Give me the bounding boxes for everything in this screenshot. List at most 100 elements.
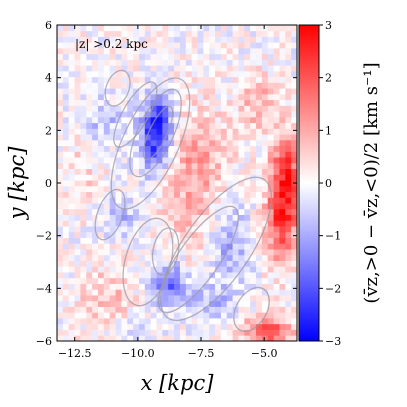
heatmap-cell (97, 295, 105, 302)
heatmap-cell (197, 134, 204, 141)
heatmap-cell (109, 197, 116, 204)
heatmap-cell (226, 306, 234, 313)
heatmap-cell (138, 30, 146, 37)
heatmap-cell (133, 105, 140, 112)
heatmap-cell (80, 203, 87, 210)
heatmap-cell (162, 53, 169, 60)
heatmap-cell (138, 93, 146, 101)
heatmap-cell (68, 220, 75, 227)
heatmap-cell (138, 329, 146, 336)
heatmap-cell (109, 25, 116, 32)
heatmap-cell (86, 111, 93, 118)
heatmap-cell (232, 318, 239, 325)
heatmap-cell (232, 295, 239, 302)
heatmap-cell (138, 243, 146, 250)
heatmap-cell (185, 231, 193, 238)
heatmap-cell (285, 191, 292, 198)
heatmap-cell (138, 53, 146, 60)
heatmap-cell (279, 272, 286, 279)
heatmap-cell (267, 134, 274, 141)
heatmap-cell (203, 145, 210, 152)
heatmap-cell (273, 180, 280, 187)
heatmap-cell (80, 25, 87, 32)
heatmap-cell (150, 65, 157, 72)
heatmap-cell (68, 134, 75, 141)
heatmap-cell (57, 139, 64, 147)
heatmap-cell (215, 191, 222, 198)
heatmap-cell (232, 122, 239, 129)
heatmap-cell (174, 116, 181, 124)
heatmap-cell (62, 53, 70, 60)
heatmap-cell (285, 300, 292, 307)
heatmap-cell (285, 323, 292, 330)
heatmap-cell (174, 134, 181, 141)
heatmap-cell (203, 162, 210, 170)
heatmap-cell (127, 25, 134, 32)
heatmap-cell (226, 226, 234, 233)
heatmap-cell (109, 36, 116, 43)
heatmap-cell (127, 272, 134, 279)
heatmap-cell (273, 208, 280, 215)
heatmap-cell (285, 329, 292, 336)
heatmap-cell (57, 318, 64, 325)
heatmap-cell (197, 323, 204, 330)
heatmap-cell (150, 25, 157, 32)
heatmap-cell (203, 191, 210, 198)
heatmap-cell (261, 306, 269, 313)
heatmap-cell (162, 249, 169, 256)
heatmap-cell (238, 289, 245, 296)
heatmap-cell (191, 151, 198, 158)
heatmap-cell (250, 65, 257, 72)
heatmap-cell (191, 145, 198, 152)
heatmap-cell (220, 174, 228, 181)
heatmap-cell (191, 105, 198, 112)
heatmap-cell (86, 191, 93, 198)
heatmap-cell (179, 59, 187, 66)
heatmap-cell (109, 134, 116, 141)
heatmap-cell (138, 128, 146, 135)
heatmap-cell (86, 295, 93, 302)
heatmap-cell (256, 329, 263, 336)
heatmap-cell (191, 283, 198, 290)
heatmap-cell (279, 59, 286, 66)
heatmap-cell (150, 185, 157, 193)
heatmap-cell (250, 139, 257, 147)
heatmap-cell (150, 208, 157, 215)
heatmap-cell (191, 214, 198, 221)
heatmap-cell (238, 157, 245, 164)
heatmap-cell (203, 335, 210, 341)
heatmap-cell (74, 30, 81, 37)
heatmap-cell (191, 111, 198, 118)
heatmap-cell (62, 208, 70, 215)
heatmap-cell (197, 145, 204, 152)
heatmap-cell (62, 203, 70, 210)
heatmap-cell (109, 289, 116, 296)
heatmap-cell (220, 88, 228, 95)
heatmap-cell (179, 283, 187, 290)
heatmap-cell (68, 312, 75, 319)
heatmap-cell (250, 197, 257, 204)
heatmap-cell (97, 335, 105, 341)
heatmap-cell (215, 93, 222, 101)
heatmap-cell (215, 254, 222, 261)
heatmap-cell (203, 289, 210, 296)
heatmap-cell (226, 214, 234, 221)
heatmap-cell (179, 116, 187, 124)
heatmap-cell (261, 220, 269, 227)
heatmap-cell (115, 300, 122, 307)
heatmap-cell (232, 260, 239, 267)
heatmap-cell (226, 237, 234, 244)
heatmap-cell (144, 237, 152, 244)
heatmap-cell (144, 122, 152, 129)
heatmap-cell (232, 214, 239, 221)
heatmap-cell (156, 105, 163, 112)
heatmap-cell (226, 249, 234, 256)
heatmap-cell (267, 151, 274, 158)
heatmap-cell (74, 197, 81, 204)
heatmap-cell (68, 82, 75, 89)
heatmap-cell (162, 93, 169, 101)
heatmap-cell (150, 266, 157, 273)
heatmap-cell (121, 65, 128, 72)
heatmap-cell (273, 53, 280, 60)
heatmap-cell (185, 272, 193, 279)
